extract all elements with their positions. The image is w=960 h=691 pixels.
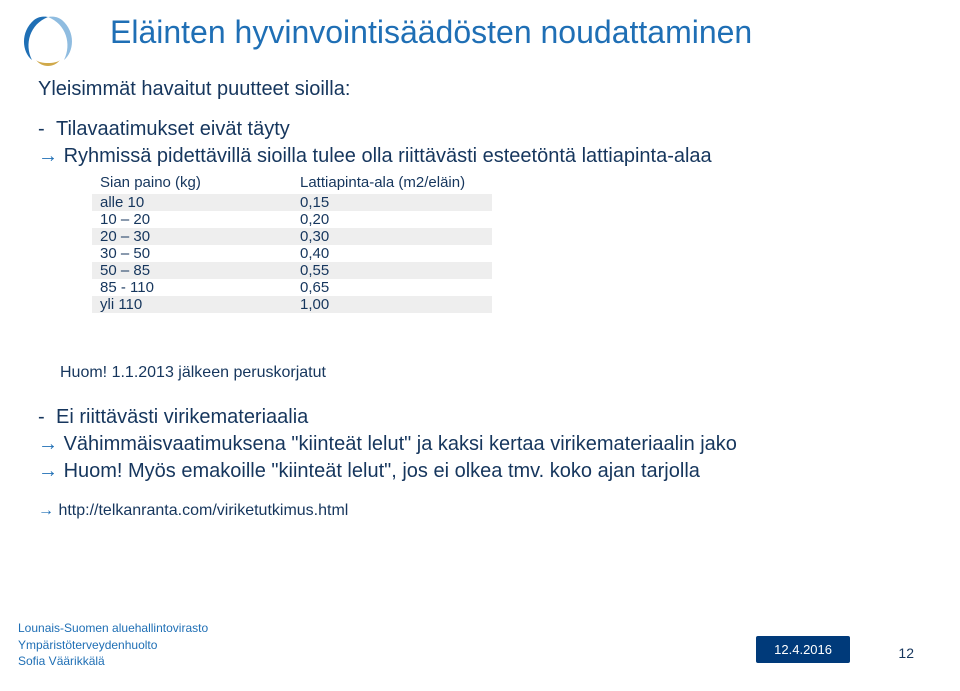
table-row: alle 100,15 xyxy=(92,194,492,211)
arrow-space-req-text: Ryhmissä pidettävillä sioilla tulee olla… xyxy=(64,145,712,167)
arrow-min-req: → Vähimmäisvaatimuksena "kiinteät lelut"… xyxy=(38,433,737,456)
arrow-right-icon: → xyxy=(38,460,58,482)
footer-page-number: 12 xyxy=(898,645,914,661)
arrow-right-icon: → xyxy=(38,433,58,455)
arrow-min-req-text: Vähimmäisvaatimuksena "kiinteät lelut" j… xyxy=(64,433,737,455)
table-row: 10 – 200,20 xyxy=(92,211,492,228)
agency-logo xyxy=(18,12,78,72)
table-header-area: Lattiapinta-ala (m2/eläin) xyxy=(292,173,492,194)
arrow-sows: → Huom! Myös emakoille "kiinteät lelut",… xyxy=(38,460,700,483)
floor-area-table: Sian paino (kg) Lattiapinta-ala (m2/eläi… xyxy=(92,173,492,313)
footer-line3: Sofia Väärikkälä xyxy=(18,653,208,669)
table-row: 20 – 300,30 xyxy=(92,228,492,245)
table-row: 30 – 500,40 xyxy=(92,245,492,262)
note-renovated: Huom! 1.1.2013 jälkeen peruskorjatut xyxy=(60,364,326,382)
link-text: http://telkanranta.com/viriketutkimus.ht… xyxy=(58,502,348,519)
dash-icon: - xyxy=(38,118,56,141)
bullet-space-req: -Tilavaatimukset eivät täyty xyxy=(38,118,290,141)
slide-subtitle: Yleisimmät havaitut puutteet sioilla: xyxy=(38,78,350,101)
arrow-right-icon: → xyxy=(38,502,54,519)
table-header-weight: Sian paino (kg) xyxy=(92,173,292,194)
dash-icon: - xyxy=(38,406,56,429)
table-row: 50 – 850,55 xyxy=(92,262,492,279)
arrow-right-icon: → xyxy=(38,145,58,167)
footer-date: 12.4.2016 xyxy=(756,636,850,663)
bullet-enrichment: -Ei riittävästi virikemateriaalia xyxy=(38,406,308,429)
bullet-space-req-text: Tilavaatimukset eivät täyty xyxy=(56,118,290,140)
footer-org: Lounais-Suomen aluehallintovirasto Ympär… xyxy=(18,620,208,669)
arrow-sows-text: Huom! Myös emakoille "kiinteät lelut", j… xyxy=(64,460,700,482)
table-row: yli 1101,00 xyxy=(92,296,492,313)
arrow-link: → http://telkanranta.com/viriketutkimus.… xyxy=(38,502,348,520)
arrow-space-req: → Ryhmissä pidettävillä sioilla tulee ol… xyxy=(38,145,712,168)
footer-line1: Lounais-Suomen aluehallintovirasto xyxy=(18,620,208,636)
table-row: 85 - 1100,65 xyxy=(92,279,492,296)
slide-title: Eläinten hyvinvointisäädösten noudattami… xyxy=(110,14,752,51)
bullet-enrichment-text: Ei riittävästi virikemateriaalia xyxy=(56,406,308,428)
footer-line2: Ympäristöterveydenhuolto xyxy=(18,637,208,653)
table-body: alle 100,15 10 – 200,20 20 – 300,30 30 –… xyxy=(92,194,492,313)
